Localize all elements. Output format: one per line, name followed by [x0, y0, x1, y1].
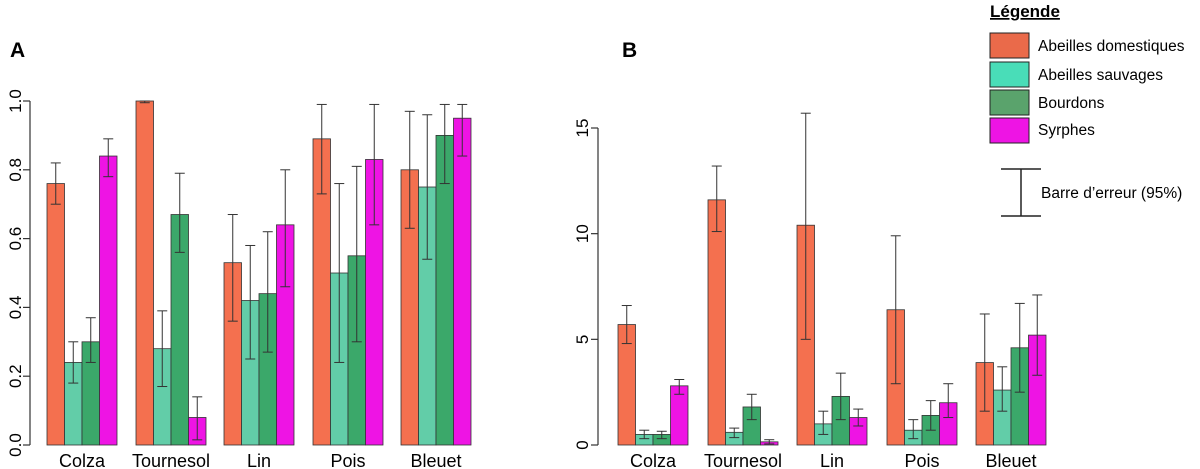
error-bar-lin-syrphes — [280, 169, 291, 288]
error-bar-lin-abeilles-domestiques — [800, 112, 811, 340]
y-tick-label: 5 — [573, 335, 592, 344]
error-bar-lin-abeilles-sauvages — [245, 244, 256, 360]
category-label-pois: Pois — [330, 451, 365, 469]
error-bar-colza-bourdons — [656, 430, 667, 440]
chart-panel-a: 0.0 0.2 0.4 0.6 0.8 1.0 Colza Tournesol Lin Pois B… — [6, 89, 472, 469]
category-label-bleuet: Bleuet — [410, 451, 461, 469]
error-bar-lin-syrphes — [853, 408, 864, 427]
y-tick-label: 0.0 — [6, 433, 25, 457]
error-bar-bleuet-abeilles-sauvages — [997, 366, 1008, 412]
error-bar-pois-syrphes — [943, 383, 954, 419]
error-bar-tournesol-abeilles-sauvages — [157, 310, 168, 388]
legend-label-abeilles-domestiques: Abeilles domestiques — [1038, 38, 1185, 55]
error-bar-pois-abeilles-domestiques — [890, 235, 901, 385]
legend-error-bar-label: Barre d’erreur (95%) — [1041, 185, 1182, 202]
y-tick-label: 0.4 — [6, 296, 25, 320]
category-label-lin: Lin — [820, 451, 844, 469]
error-bar-bleuet-syrphes — [1032, 294, 1043, 376]
error-bar-pois-abeilles-sauvages — [908, 419, 919, 440]
error-bar-bleuet-bourdons — [1014, 302, 1025, 393]
error-bar-pois-abeilles-domestiques — [316, 103, 327, 195]
legend-label-syrphes: Syrphes — [1038, 122, 1095, 139]
error-bar-bleuet-bourdons — [439, 103, 450, 185]
error-bar-lin-abeilles-domestiques — [227, 214, 238, 322]
error-bar-tournesol-abeilles-sauvages — [729, 427, 740, 439]
bar-tournesol-abeilles-domestiques — [707, 199, 726, 446]
error-bar-pois-bourdons — [925, 400, 936, 431]
error-bar-colza-abeilles-sauvages — [639, 429, 650, 440]
error-bar-bleuet-abeilles-sauvages — [422, 114, 433, 260]
error-bar-colza-abeilles-sauvages — [68, 341, 79, 384]
legend-swatch-abeilles-sauvages — [989, 61, 1030, 88]
y-tick-label: 10 — [573, 224, 592, 243]
bar-colza-syrphes — [99, 155, 118, 446]
error-bar-colza-syrphes — [103, 138, 114, 178]
bar-tournesol-abeilles-domestiques — [135, 100, 154, 446]
error-bar-colza-bourdons — [85, 317, 96, 363]
error-bar-colza-abeilles-domestiques — [50, 162, 61, 205]
chart-panel-b: 0 5 10 15 Colza Tournesol Lin Pois Bleuet — [573, 112, 1047, 469]
legend-swatch-abeilles-domestiques — [989, 32, 1030, 59]
y-tick-label: 0 — [573, 440, 592, 449]
category-label-colza: Colza — [59, 451, 106, 469]
error-bar-bleuet-abeilles-domestiques — [404, 110, 415, 229]
error-bar-pois-syrphes — [369, 103, 380, 226]
category-label-colza: Colza — [630, 451, 677, 469]
legend-swatch-bourdons — [989, 89, 1030, 116]
error-bar-bleuet-abeilles-domestiques — [979, 313, 990, 412]
legend-title: Légende — [990, 2, 1060, 21]
error-bar-tournesol-bourdons — [746, 393, 757, 421]
legend-label-abeilles-sauvages: Abeilles sauvages — [1038, 67, 1163, 84]
category-label-tournesol: Tournesol — [132, 451, 210, 469]
bar-colza-abeilles-domestiques — [46, 183, 65, 446]
error-bar-pois-abeilles-sauvages — [334, 183, 345, 363]
error-bar-colza-syrphes — [674, 378, 685, 395]
category-label-lin: Lin — [247, 451, 271, 469]
y-tick-label: 1.0 — [6, 89, 25, 113]
error-bar-colza-abeilles-domestiques — [621, 305, 632, 345]
y-tick-label: 0.8 — [6, 158, 25, 182]
legend-error-bar-symbol — [1001, 168, 1041, 217]
error-bar-tournesol-bourdons — [174, 172, 185, 253]
y-tick-label: 15 — [573, 119, 592, 138]
bar-bleuet-syrphes — [453, 117, 472, 446]
y-tick-label: 0.6 — [6, 227, 25, 251]
legend-label-bourdons: Bourdons — [1038, 95, 1105, 112]
error-bar-bleuet-syrphes — [457, 103, 468, 157]
panel-b-letter: B — [622, 39, 637, 62]
error-bar-lin-bourdons — [835, 372, 846, 421]
error-bar-tournesol-syrphes — [192, 396, 203, 441]
error-bar-tournesol-abeilles-domestiques — [139, 100, 150, 104]
error-bar-lin-abeilles-sauvages — [818, 410, 829, 435]
legend-swatch-syrphes — [989, 117, 1030, 144]
error-bar-tournesol-syrphes — [764, 439, 775, 445]
error-bar-lin-bourdons — [262, 231, 273, 353]
category-label-bleuet: Bleuet — [985, 451, 1036, 469]
category-label-tournesol: Tournesol — [704, 451, 782, 469]
panel-a-letter: A — [10, 39, 25, 62]
legend: Légende Abeilles domestiques Abeilles sa… — [989, 2, 1185, 217]
category-label-pois: Pois — [904, 451, 939, 469]
error-bar-pois-bourdons — [351, 165, 362, 343]
y-tick-label: 0.2 — [6, 364, 25, 388]
error-bar-tournesol-abeilles-domestiques — [711, 165, 722, 233]
